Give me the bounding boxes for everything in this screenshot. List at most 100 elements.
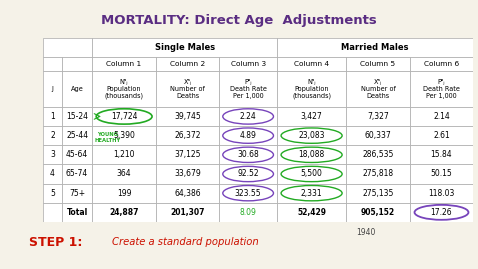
Text: 2.24: 2.24 [240,112,257,121]
Bar [62,107,92,126]
Text: 17,724: 17,724 [111,112,137,121]
Bar [43,145,62,164]
Bar [92,57,156,71]
Text: Pᵃⱼ
Death Rate
Per 1,000: Pᵃⱼ Death Rate Per 1,000 [423,79,460,99]
Bar [43,126,62,145]
Text: 52,429: 52,429 [297,208,326,217]
Bar [43,203,62,222]
Text: 5,500: 5,500 [301,169,323,179]
Text: 118.03: 118.03 [428,189,455,198]
Bar [346,203,410,222]
Text: 4.89: 4.89 [239,131,257,140]
Text: 286,535: 286,535 [362,150,394,159]
Bar [277,145,346,164]
Bar [62,164,92,183]
Bar [410,203,473,222]
Bar [219,71,277,107]
Text: YOUNG
HEALTHY: YOUNG HEALTHY [95,132,121,143]
Bar [410,164,473,183]
Text: Nᵃⱼ
Population
(thousands): Nᵃⱼ Population (thousands) [292,79,331,99]
Text: 24,887: 24,887 [109,208,139,217]
Text: J: J [52,86,54,92]
Bar [43,107,62,126]
Text: Pᵃⱼ
Death Rate
Per 1,000: Pᵃⱼ Death Rate Per 1,000 [230,79,267,99]
Text: 1,210: 1,210 [113,150,135,159]
Text: 30.68: 30.68 [237,150,259,159]
Bar [277,183,346,203]
Text: 2,331: 2,331 [301,189,323,198]
Text: 17.26: 17.26 [431,208,452,217]
Bar [277,57,346,71]
Text: 60,337: 60,337 [365,131,391,140]
Text: 75+: 75+ [69,189,85,198]
Text: Total: Total [66,208,88,217]
Text: Column 4: Column 4 [294,61,329,67]
Text: 33,679: 33,679 [174,169,201,179]
Bar [156,71,219,107]
Text: Single Males: Single Males [154,43,215,52]
Bar [156,203,219,222]
Bar [92,107,156,126]
Bar [43,183,62,203]
Bar [219,107,277,126]
Bar [43,57,62,71]
Bar [62,203,92,222]
Bar [43,71,62,107]
Text: Column 5: Column 5 [360,61,396,67]
Text: 39,745: 39,745 [174,112,201,121]
Text: 26,372: 26,372 [174,131,201,140]
Text: 3,427: 3,427 [301,112,323,121]
Text: STEP 1:: STEP 1: [29,236,82,249]
Bar [277,126,346,145]
Bar [277,107,346,126]
Text: Nᵃⱼ
Population
(thousands): Nᵃⱼ Population (thousands) [105,79,143,99]
Bar [219,145,277,164]
Bar [219,203,277,222]
Text: 64,386: 64,386 [174,189,201,198]
Bar [410,71,473,107]
Text: 65-74: 65-74 [66,169,88,179]
Text: Create a standard population: Create a standard population [112,237,259,247]
Text: Xᵃⱼ
Number of
Deaths: Xᵃⱼ Number of Deaths [170,79,205,99]
Text: 275,818: 275,818 [362,169,393,179]
Bar [92,126,156,145]
Text: 2.14: 2.14 [433,112,450,121]
Bar [62,57,92,71]
Bar [346,57,410,71]
Bar [156,164,219,183]
Bar [92,145,156,164]
Bar [277,164,346,183]
Bar [277,71,346,107]
Text: 201,307: 201,307 [170,208,205,217]
Text: 1940: 1940 [356,228,376,237]
Text: Column 1: Column 1 [107,61,142,67]
Bar [156,57,219,71]
Text: 8.09: 8.09 [239,208,257,217]
Bar [346,71,410,107]
Text: Age: Age [71,86,84,92]
Bar [410,107,473,126]
Text: 5,390: 5,390 [113,131,135,140]
Bar [410,57,473,71]
Text: Married Males: Married Males [341,43,409,52]
Bar [92,183,156,203]
Text: 23,083: 23,083 [298,131,325,140]
Text: Column 3: Column 3 [230,61,266,67]
Bar [43,38,92,57]
Text: 7,327: 7,327 [367,112,389,121]
Text: MORTALITY: Direct Age  Adjustments: MORTALITY: Direct Age Adjustments [101,14,377,27]
Bar [277,203,346,222]
Bar [219,57,277,71]
Text: 1: 1 [50,112,55,121]
Bar [219,164,277,183]
Text: 3: 3 [50,150,55,159]
Text: 25-44: 25-44 [66,131,88,140]
Bar [219,183,277,203]
Text: 2: 2 [50,131,55,140]
Text: Column 2: Column 2 [170,61,205,67]
Bar [156,145,219,164]
Bar [156,183,219,203]
Bar [346,183,410,203]
Bar [346,145,410,164]
Text: Column 6: Column 6 [424,61,459,67]
